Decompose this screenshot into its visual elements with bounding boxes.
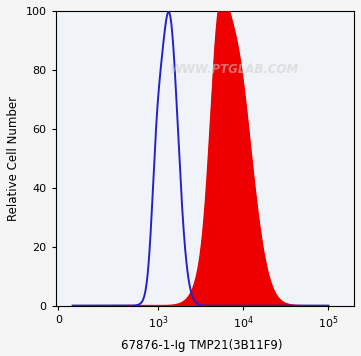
Text: 67876-1-Ig TMP21(3B11F9): 67876-1-Ig TMP21(3B11F9) [121, 339, 283, 352]
Y-axis label: Relative Cell Number: Relative Cell Number [7, 96, 20, 221]
Text: WWW.PTGLAB.COM: WWW.PTGLAB.COM [170, 63, 299, 77]
